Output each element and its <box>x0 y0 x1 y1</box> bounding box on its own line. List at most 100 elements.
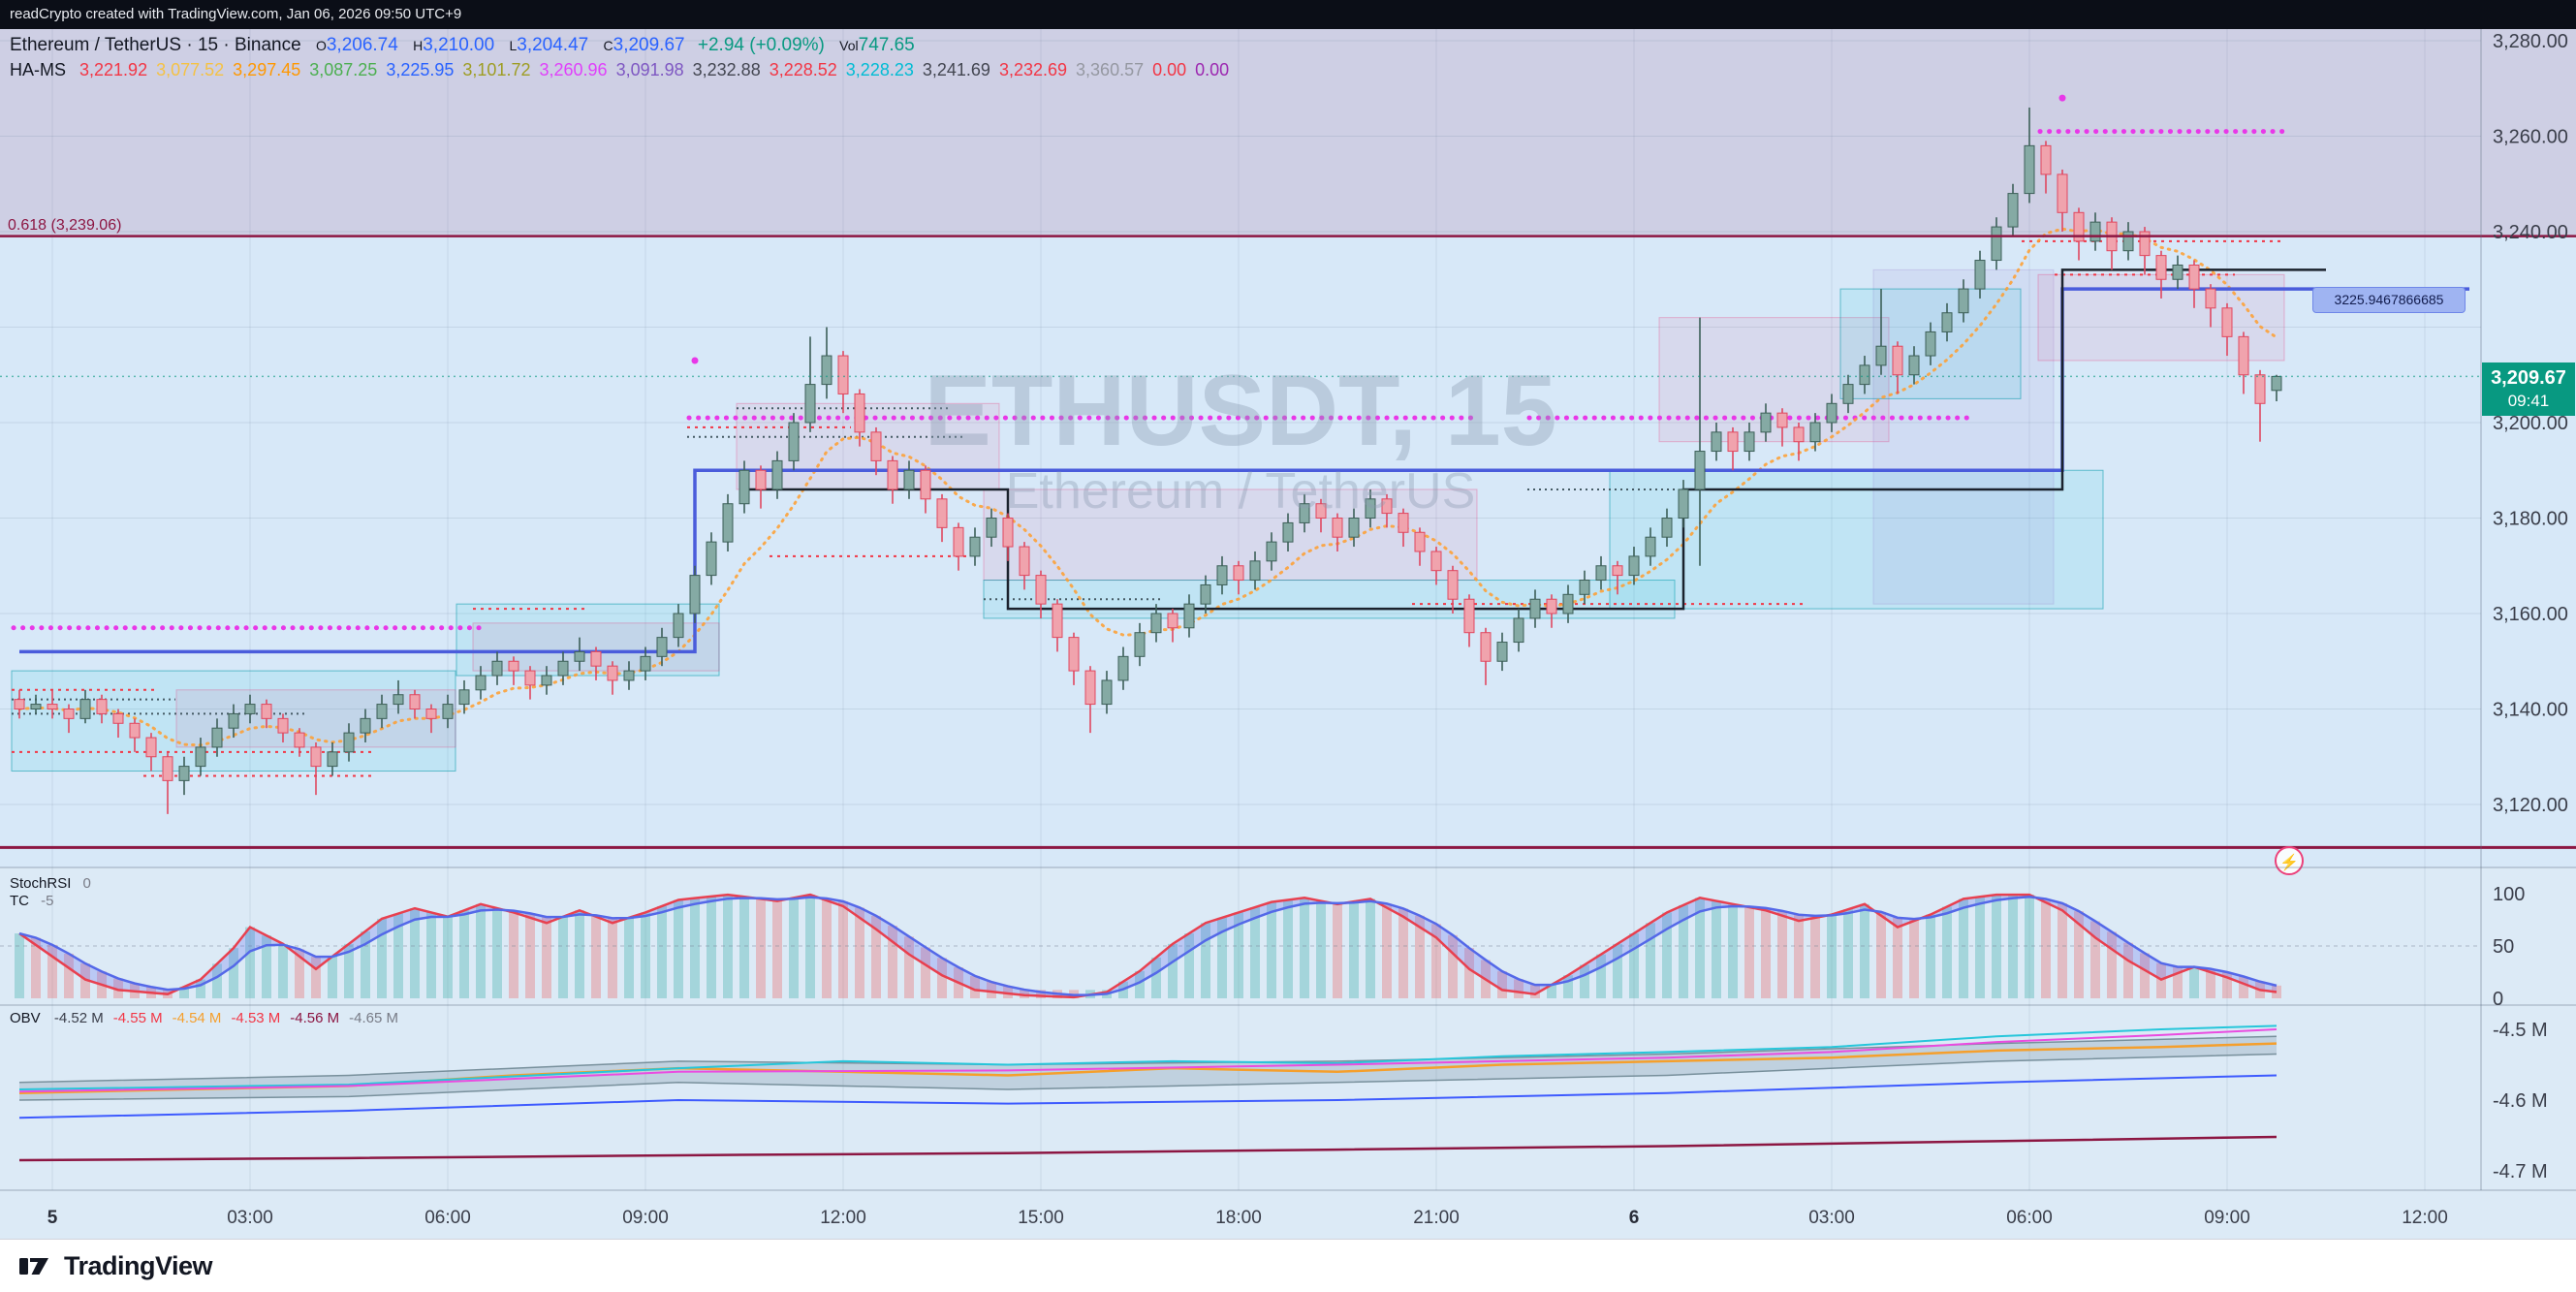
ha-ms-value-9: 3,228.52 <box>769 60 837 79</box>
close-label: C <box>603 38 613 53</box>
svg-text:5: 5 <box>47 1208 58 1228</box>
grid-lines <box>0 29 2481 1190</box>
ha-ms-value-15: 0.00 <box>1195 60 1230 79</box>
svg-text:-4.5 M: -4.5 M <box>2493 1020 2548 1041</box>
ha-ms-value-5: 3,101.72 <box>462 60 531 79</box>
svg-text:0: 0 <box>2493 989 2503 1010</box>
stoch-histogram <box>15 895 2281 998</box>
fib-level-label: 0.618 (3,239.06) <box>8 217 122 234</box>
change-value: +2.94 (+0.09%) <box>697 35 825 55</box>
market-structure-line <box>744 268 2326 611</box>
obv-value-0: -4.52 M <box>53 1010 104 1026</box>
svg-text:09:00: 09:00 <box>622 1208 669 1228</box>
price-axis[interactable]: 3,280.00 3,260.00 3,240.00 3,200.00 3,180.00… <box>2493 31 2568 1182</box>
blue-line-price-label: 3225.9467866685 <box>2312 287 2466 313</box>
tradingview-wordmark[interactable]: TradingView <box>64 1250 213 1280</box>
high-label: H <box>413 38 424 53</box>
obv-value-1: -4.55 M <box>112 1010 163 1026</box>
ema-dotted-line <box>17 227 2278 747</box>
ha-ms-value-4: 3,225.95 <box>386 60 455 79</box>
bar-countdown: 09:41 <box>2507 392 2550 410</box>
svg-text:09:00: 09:00 <box>2204 1208 2250 1228</box>
stoch-d-line <box>18 896 2278 996</box>
attribution-text: readCrypto created with TradingView.com,… <box>10 6 462 22</box>
exchange-label: Binance <box>235 35 301 55</box>
ha-ms-value-12: 3,232.69 <box>998 60 1068 79</box>
candles <box>14 107 2282 814</box>
svg-text:3,120.00: 3,120.00 <box>2493 795 2568 816</box>
svg-text:100: 100 <box>2493 884 2525 905</box>
ha-ms-value-10: 3,228.23 <box>845 60 914 79</box>
chart-canvas[interactable]: ⚡ 3,280.00 3,260.00 3,240.00 3,200.00 3,180.0… <box>0 29 2576 1239</box>
stochrsi-legend[interactable]: StochRSI 0 TC -5 <box>10 875 91 910</box>
obv-value-3: -4.53 M <box>231 1010 281 1026</box>
svg-text:-4.6 M: -4.6 M <box>2493 1090 2548 1112</box>
svg-text:-4.7 M: -4.7 M <box>2493 1161 2548 1182</box>
symbol-name[interactable]: Ethereum / TetherUS <box>10 35 182 55</box>
pane-separators <box>0 29 2576 1191</box>
obv-values: -4.52 M -4.55 M -4.54 M -4.53 M -4.56 M -4.65… <box>45 1010 398 1026</box>
current-price-value: 3,209.67 <box>2491 367 2566 389</box>
stochrsi-value: 0 <box>82 875 91 892</box>
fib-zone-band <box>0 29 2576 236</box>
volume-value: 747.65 <box>858 35 915 55</box>
svg-text:06:00: 06:00 <box>2006 1208 2053 1228</box>
low-value: 3,204.47 <box>517 35 589 55</box>
obv-legend[interactable]: OBV -4.52 M -4.55 M -4.54 M -4.53 M -4.56 M-… <box>10 1010 398 1026</box>
svg-text:50: 50 <box>2493 936 2514 958</box>
tc-title[interactable]: TC <box>10 893 29 909</box>
indicator-legend-hams[interactable]: HA-MS 3,221.92 3,077.52 3,297.45 3,087.25 3,… <box>10 60 1229 80</box>
svg-text:03:00: 03:00 <box>1808 1208 1855 1228</box>
ha-ms-value-2: 3,297.45 <box>233 60 301 79</box>
svg-text:06:00: 06:00 <box>424 1208 471 1228</box>
current-price-tag[interactable]: 3,209.67 09:41 <box>2482 362 2575 416</box>
svg-text:⚡: ⚡ <box>2279 853 2299 871</box>
indicator-name[interactable]: HA-MS <box>10 60 66 79</box>
ha-ms-value-7: 3,091.98 <box>615 60 684 79</box>
open-label: O <box>315 38 327 53</box>
svg-text:12:00: 12:00 <box>2402 1208 2448 1228</box>
symbol-legend[interactable]: Ethereum / TetherUS · 15 · Binance O3,20… <box>10 35 915 56</box>
svg-text:21:00: 21:00 <box>1413 1208 1460 1228</box>
separator: · <box>186 35 193 55</box>
lightning-badge-icon[interactable]: ⚡ <box>2275 846 2304 875</box>
svg-text:3,240.00: 3,240.00 <box>2493 222 2568 243</box>
volume-label: Vol <box>839 38 859 53</box>
ha-ms-value-8: 3,232.88 <box>692 60 761 79</box>
svg-text:6: 6 <box>1629 1208 1640 1228</box>
svg-text:3,280.00: 3,280.00 <box>2493 31 2568 52</box>
pane-backgrounds <box>0 29 2576 1239</box>
ha-ms-value-14: 0.00 <box>1152 60 1187 79</box>
tc-value: -5 <box>41 893 54 909</box>
close-value: 3,209.67 <box>613 35 685 55</box>
ha-ms-value-13: 3,360.57 <box>1076 60 1145 79</box>
svg-text:15:00: 15:00 <box>1018 1208 1064 1228</box>
stochrsi-title[interactable]: StochRSI <box>10 875 72 892</box>
svg-text:03:00: 03:00 <box>227 1208 273 1228</box>
ha-ms-value-6: 3,260.96 <box>539 60 608 79</box>
open-value: 3,206.74 <box>326 35 398 55</box>
interval-label[interactable]: 15 <box>197 35 219 55</box>
svg-text:3,200.00: 3,200.00 <box>2493 413 2568 434</box>
separator: · <box>223 35 230 55</box>
tradingview-footer: TradingView <box>0 1239 2576 1292</box>
magenta-signal-dots <box>11 94 2285 631</box>
high-value: 3,210.00 <box>423 35 495 55</box>
ha-ms-value-1: 3,077.52 <box>156 60 225 79</box>
time-axis[interactable]: 5 03:00 06:00 09:00 12:00 15:00 18:00 21:00 6 03:… <box>47 1208 2448 1228</box>
ha-ms-value-11: 3,241.69 <box>922 60 990 79</box>
indicator-values: 3,221.92 3,077.52 3,297.45 3,087.25 3,225.95… <box>71 60 1229 79</box>
svg-text:3,180.00: 3,180.00 <box>2493 509 2568 530</box>
obv-value-5: -4.65 M <box>349 1010 399 1026</box>
obv-title[interactable]: OBV <box>10 1010 41 1026</box>
low-label: L <box>509 38 518 53</box>
svg-text:12:00: 12:00 <box>820 1208 866 1228</box>
obv-lines <box>18 1024 2278 1162</box>
obv-value-2: -4.54 M <box>172 1010 222 1026</box>
obv-value-4: -4.56 M <box>290 1010 340 1026</box>
stoch-k-line <box>18 893 2278 999</box>
ha-ms-value-3: 3,087.25 <box>309 60 378 79</box>
ha-ms-value-0: 3,221.92 <box>79 60 148 79</box>
tradingview-logo-icon[interactable] <box>19 1252 54 1279</box>
svg-text:18:00: 18:00 <box>1215 1208 1262 1228</box>
